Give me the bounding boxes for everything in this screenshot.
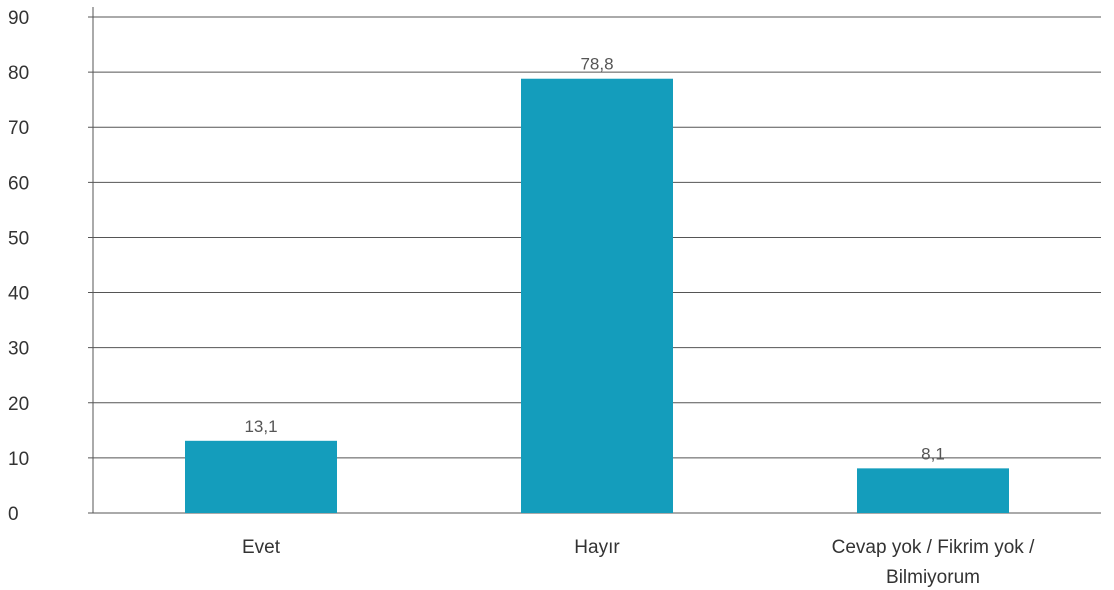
bar-3 — [857, 468, 1009, 513]
x-category-label: Cevap yok / Fikrim yok / — [832, 537, 1035, 558]
bars — [185, 78, 1009, 514]
x-category-label: Evet — [242, 537, 281, 558]
y-axis-ticks: 0 10 20 30 40 50 60 70 80 90 — [8, 8, 29, 525]
y-tick-label: 20 — [8, 394, 29, 415]
bar-2 — [521, 78, 673, 514]
data-label: 8,1 — [921, 444, 945, 463]
x-category-label: Hayır — [574, 537, 620, 558]
data-label: 13,1 — [244, 417, 277, 436]
y-tick-label: 30 — [8, 339, 29, 360]
x-axis-labels: Evet Hayır Cevap yok / Fikrim yok / Bilmiyo… — [242, 537, 1035, 588]
data-label: 78,8 — [580, 55, 613, 74]
y-tick-label: 90 — [8, 8, 29, 29]
y-tick-label: 70 — [8, 118, 29, 139]
y-tick-label: 10 — [8, 449, 29, 470]
y-tick-label: 40 — [8, 284, 29, 305]
x-category-label: Bilmiyorum — [886, 567, 980, 588]
bar-1 — [185, 440, 337, 513]
y-tick-label: 60 — [8, 173, 29, 194]
y-tick-label: 0 — [8, 504, 19, 525]
y-tick-label: 50 — [8, 228, 29, 249]
data-labels: 13,1 78,8 8,1 — [244, 55, 944, 464]
y-tick-label: 80 — [8, 63, 29, 84]
